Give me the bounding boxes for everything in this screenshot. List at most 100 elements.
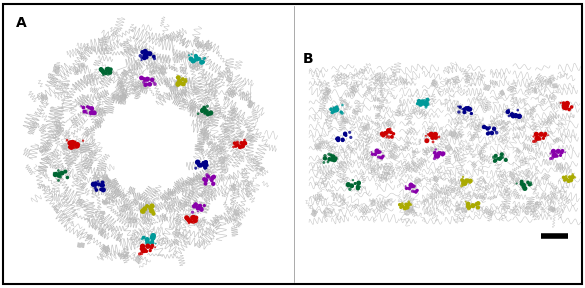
- Circle shape: [104, 72, 108, 75]
- Circle shape: [145, 204, 149, 208]
- Circle shape: [140, 238, 143, 240]
- Circle shape: [504, 158, 508, 162]
- Circle shape: [147, 82, 152, 87]
- Circle shape: [410, 204, 412, 206]
- Circle shape: [192, 220, 195, 224]
- Circle shape: [426, 101, 429, 105]
- Circle shape: [71, 143, 75, 147]
- Circle shape: [486, 132, 490, 136]
- Circle shape: [86, 105, 90, 108]
- Circle shape: [188, 54, 190, 56]
- Circle shape: [63, 170, 67, 174]
- Circle shape: [101, 187, 106, 192]
- Circle shape: [461, 108, 463, 110]
- Circle shape: [106, 67, 110, 71]
- Circle shape: [559, 154, 562, 157]
- Circle shape: [457, 105, 459, 107]
- Circle shape: [210, 179, 214, 182]
- Circle shape: [528, 183, 531, 187]
- Circle shape: [204, 179, 208, 183]
- Circle shape: [560, 102, 562, 104]
- Circle shape: [234, 144, 238, 148]
- Circle shape: [176, 75, 181, 80]
- Circle shape: [501, 156, 504, 159]
- Circle shape: [370, 151, 373, 153]
- Circle shape: [495, 158, 497, 160]
- Circle shape: [565, 108, 567, 110]
- Circle shape: [494, 130, 497, 132]
- Circle shape: [348, 131, 351, 134]
- Circle shape: [432, 141, 435, 143]
- Circle shape: [142, 236, 146, 239]
- Circle shape: [191, 59, 195, 63]
- Circle shape: [61, 171, 64, 175]
- Circle shape: [197, 112, 199, 115]
- Circle shape: [86, 112, 88, 114]
- Circle shape: [198, 163, 203, 168]
- Circle shape: [526, 181, 529, 184]
- Circle shape: [350, 184, 354, 188]
- Circle shape: [324, 156, 327, 160]
- Circle shape: [233, 141, 236, 145]
- Circle shape: [339, 110, 343, 114]
- Circle shape: [139, 54, 142, 58]
- Circle shape: [326, 161, 329, 163]
- Circle shape: [570, 108, 572, 109]
- Circle shape: [177, 80, 181, 84]
- Circle shape: [202, 161, 206, 165]
- Circle shape: [143, 49, 148, 54]
- Circle shape: [519, 180, 524, 183]
- Circle shape: [412, 190, 415, 193]
- Circle shape: [494, 158, 495, 160]
- Circle shape: [457, 110, 460, 114]
- Circle shape: [470, 203, 476, 208]
- Circle shape: [99, 183, 104, 188]
- Circle shape: [150, 244, 154, 248]
- Circle shape: [463, 107, 466, 111]
- Circle shape: [535, 136, 539, 141]
- Circle shape: [204, 178, 208, 182]
- Circle shape: [201, 60, 205, 64]
- Circle shape: [194, 203, 198, 206]
- Circle shape: [335, 136, 340, 141]
- Circle shape: [376, 150, 380, 154]
- Circle shape: [199, 60, 204, 65]
- Circle shape: [508, 115, 510, 117]
- Circle shape: [150, 233, 156, 238]
- Circle shape: [194, 167, 197, 170]
- Circle shape: [572, 173, 574, 176]
- Circle shape: [386, 137, 387, 138]
- Circle shape: [433, 135, 438, 140]
- Circle shape: [208, 112, 212, 116]
- Text: B: B: [302, 52, 313, 66]
- Circle shape: [522, 186, 528, 191]
- Circle shape: [333, 156, 338, 160]
- Circle shape: [356, 181, 360, 185]
- Circle shape: [331, 111, 334, 114]
- Circle shape: [570, 175, 575, 179]
- Circle shape: [143, 79, 145, 82]
- Circle shape: [185, 216, 188, 220]
- Circle shape: [550, 156, 554, 160]
- Circle shape: [343, 133, 346, 136]
- Circle shape: [143, 83, 147, 87]
- Circle shape: [567, 108, 571, 111]
- Circle shape: [389, 128, 391, 130]
- Circle shape: [380, 156, 383, 159]
- Circle shape: [99, 68, 103, 72]
- Circle shape: [405, 187, 408, 190]
- Circle shape: [57, 169, 60, 172]
- Circle shape: [494, 159, 497, 162]
- Circle shape: [53, 172, 56, 175]
- Circle shape: [359, 185, 361, 188]
- Circle shape: [542, 133, 546, 137]
- Circle shape: [203, 109, 208, 113]
- Circle shape: [436, 156, 439, 159]
- Circle shape: [106, 72, 110, 76]
- Circle shape: [329, 154, 332, 157]
- Circle shape: [349, 183, 354, 188]
- Circle shape: [148, 206, 153, 211]
- Circle shape: [413, 190, 416, 193]
- Circle shape: [511, 113, 516, 118]
- Circle shape: [178, 81, 183, 85]
